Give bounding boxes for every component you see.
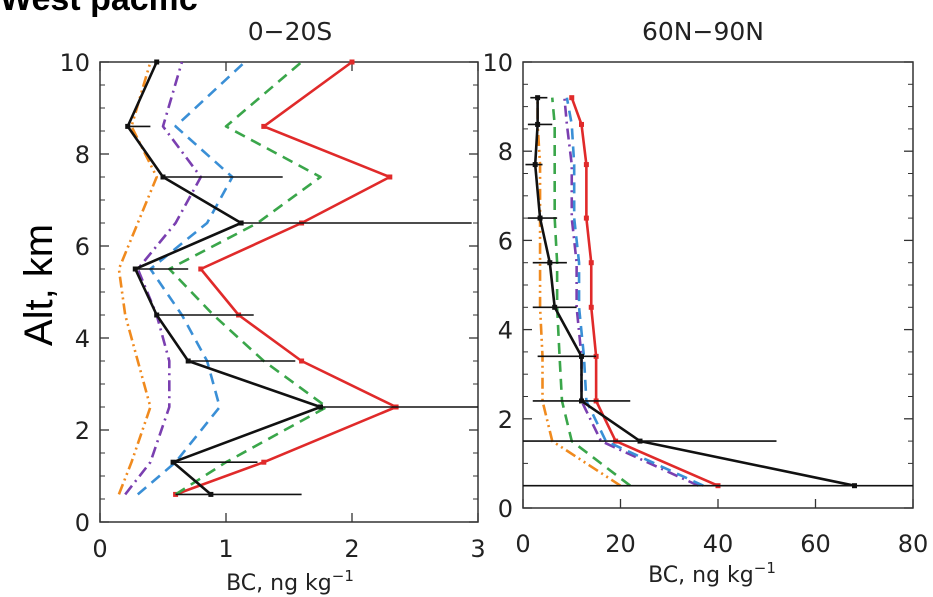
y-tick-label: 6 [498,227,513,255]
data-point-black [535,121,541,127]
data-point-black [579,398,584,404]
panel-title: 60N−90N [642,17,764,46]
series-line-red [175,60,398,496]
data-point-black [637,438,643,444]
data-point-red [583,162,589,168]
series-line-purple [563,97,700,487]
x-tick-label: 60 [800,530,831,558]
x-tick-label: 2 [344,535,359,563]
data-point-black [537,215,543,221]
series-line-red [570,97,719,487]
data-point-red [261,459,267,465]
x-axis-label-main: BC, ng kg [226,571,332,596]
y-tick-label: 10 [59,49,90,77]
x-axis-label-unit-exponent: −1 [332,567,354,585]
data-point-red [349,59,355,65]
data-point-black [160,174,166,180]
y-tick-label: 0 [75,509,90,537]
y-axis-label: Alt, km [17,224,61,346]
series-line-blue [136,61,246,496]
y-tick-label: 4 [75,325,90,353]
data-point-black [532,162,538,168]
y-tick-label: 10 [482,49,513,77]
data-point-red [588,260,594,266]
data-point-red [261,123,267,129]
data-point-black [579,353,584,359]
data-point-red [387,174,393,180]
data-point-black [132,266,138,272]
data-point-black [125,123,131,129]
plot-area: 0 2 4 6 8 10 0 20 40 60 80 [482,49,928,558]
series-line-green [168,61,329,496]
data-point-black [154,312,160,318]
data-point-black [535,95,541,101]
data-point-red [569,95,575,101]
panel-0-20s: 0−20S 0 2 4 6 8 10 0 1 2 3 BC, ng kg−1 [59,17,485,596]
region-title: West pacific [0,0,198,18]
series-line-orange [117,61,158,495]
plot-area: 0 2 4 6 8 10 0 1 2 3 [59,49,485,563]
data-point-black [208,491,214,497]
y-tick-label: 2 [75,417,90,445]
series-line-black [126,61,322,496]
data-point-red [198,266,204,272]
x-axis-label-unit-exponent: −1 [754,559,776,577]
x-tick-label: 3 [470,535,485,563]
series-line-black [533,97,855,487]
panel-title: 0−20S [248,17,333,46]
data-point-red [588,304,594,310]
x-axis-label: BC, ng kg−1 [226,567,354,596]
x-tick-label: 80 [898,530,929,558]
data-point-black [185,358,191,364]
data-point-black [238,220,244,226]
x-axis-label: BC, ng kg−1 [648,559,776,588]
y-tick-label: 6 [75,233,90,261]
x-tick-label: 0 [515,530,530,558]
data-point-black [547,260,553,266]
x-tick-label: 0 [92,535,107,563]
series-line-orange [536,97,622,487]
panel-60n-90n: 60N−90N 0 2 4 6 8 10 0 20 40 60 80 BC, ng kg−1 [482,17,928,588]
data-point-black [552,304,558,310]
data-point-black [852,483,857,489]
y-tick-label: 0 [498,495,513,523]
data-point-red [299,358,305,364]
y-tick-label: 8 [498,138,513,166]
data-point-red [579,121,584,127]
x-tick-label: 1 [218,535,233,563]
y-tick-label: 4 [498,317,513,345]
series-line-blue [565,97,704,487]
data-point-black [154,59,160,65]
y-tick-label: 2 [498,406,513,434]
x-tick-label: 20 [605,530,636,558]
x-tick-label: 40 [703,530,734,558]
data-point-black [318,404,323,410]
data-point-black [170,459,176,465]
x-axis-label-main: BC, ng kg [648,563,754,588]
series-line-green [550,97,632,487]
y-tick-label: 8 [75,141,90,169]
data-point-red [583,215,589,221]
